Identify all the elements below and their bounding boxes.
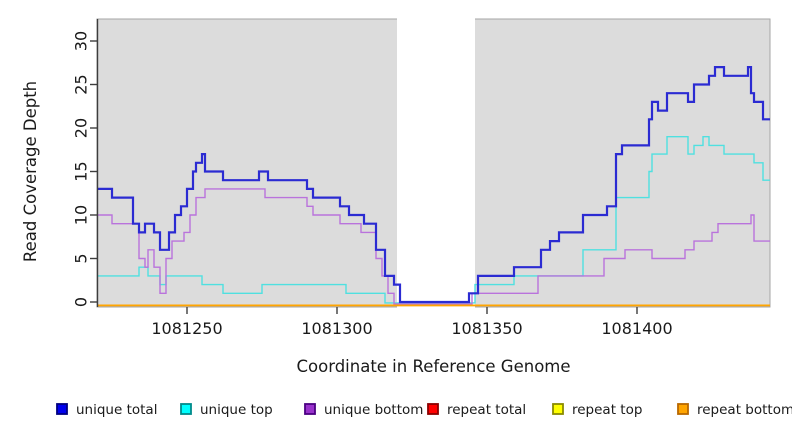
legend-label-repeat-bottom: repeat bottom (697, 402, 792, 418)
y-tick-label: 30 (72, 31, 91, 51)
y-tick-label: 20 (72, 118, 91, 138)
y-tick-label: 10 (72, 205, 91, 225)
plot-background-layer (96, 17, 771, 309)
series-unique-bottom-line (97, 188, 770, 305)
legend-label-unique-total: unique total (76, 402, 157, 418)
x-tick-label: 1081350 (451, 319, 522, 338)
legend-label-unique-bottom: unique bottom (324, 402, 423, 418)
legend-swatch-unique-top (180, 403, 192, 415)
y-tick-label: 0 (72, 297, 91, 307)
x-tick-label: 1081300 (301, 319, 372, 338)
legend-swatch-unique-bottom (304, 403, 316, 415)
x-tick-label: 1081250 (151, 319, 222, 338)
legend-swatch-repeat-bottom (677, 403, 689, 415)
legend-label-unique-top: unique top (200, 402, 273, 418)
legend-swatch-unique-total (56, 403, 68, 415)
titles-layer: Coordinate in Reference Genome Read Cove… (21, 81, 571, 376)
y-axis-title: Read Coverage Depth (21, 81, 40, 262)
y-tick-label: 15 (72, 161, 91, 181)
y-tick-label: 5 (72, 253, 91, 263)
axes-layer: 0 5 10 15 20 25 30 1081250 1081300 1081350 1081400 (72, 19, 673, 338)
series-unique-total-line (97, 66, 770, 304)
x-tick-label: 1081400 (601, 319, 672, 338)
legend-swatch-repeat-total (427, 403, 439, 415)
series-layer (97, 66, 770, 307)
legend-label-repeat-top: repeat top (572, 402, 642, 418)
legend-label-repeat-total: repeat total (447, 402, 526, 418)
no-coverage-gap (397, 17, 475, 309)
x-axis-title: Coordinate in Reference Genome (296, 357, 570, 376)
legend-swatch-repeat-top (552, 403, 564, 415)
legend: unique total unique top unique bottom repea… (56, 402, 792, 418)
y-tick-label: 25 (72, 74, 91, 94)
